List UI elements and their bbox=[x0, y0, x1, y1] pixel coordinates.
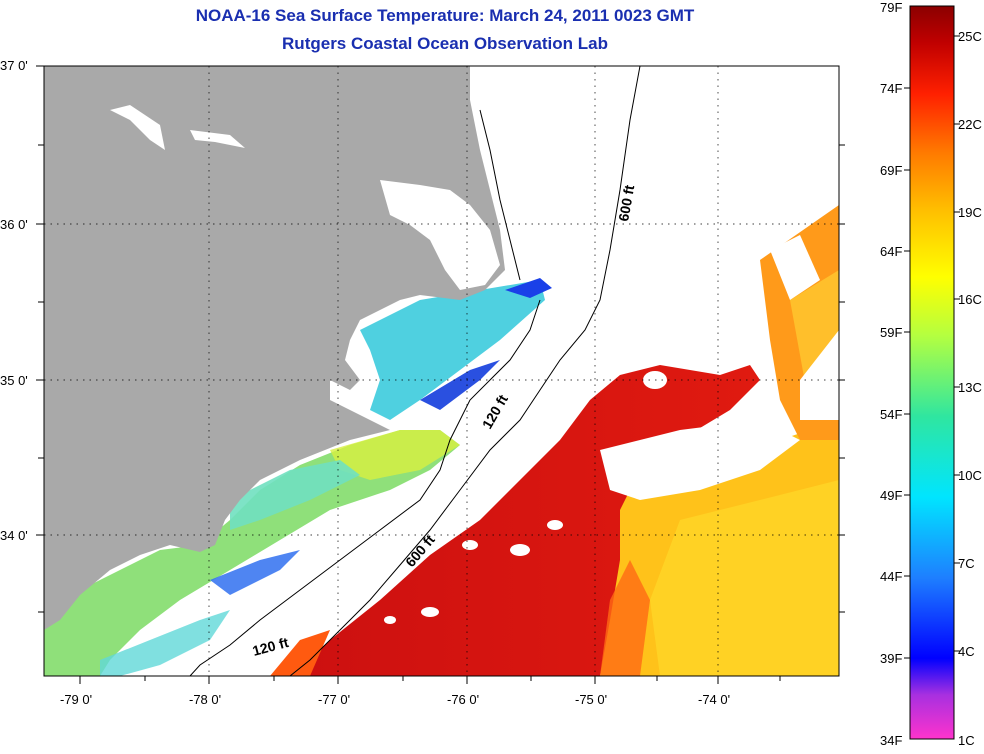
cb-c-16: 16C bbox=[958, 292, 982, 307]
pamlico-sound bbox=[380, 180, 500, 290]
lat-label-37: 37 0' bbox=[0, 58, 28, 73]
inland-water-2 bbox=[190, 130, 245, 148]
isobath-label-600-north: 600 ft bbox=[615, 183, 637, 222]
cb-c-22: 22C bbox=[958, 117, 982, 132]
nearshore-cyan-2 bbox=[230, 460, 360, 530]
cb-f-44: 44F bbox=[880, 569, 903, 584]
map-canvas bbox=[44, 66, 839, 676]
lon-label-78: -78 0' bbox=[189, 692, 222, 707]
lat-label-34: 34 0' bbox=[0, 528, 28, 543]
gulf-stream-edge-south bbox=[600, 560, 650, 676]
lon-label-79: -79 0' bbox=[60, 692, 93, 707]
cb-f-69: 69F bbox=[880, 163, 903, 178]
lon-label-74: -74 0' bbox=[698, 692, 731, 707]
map-frame bbox=[43, 65, 840, 677]
cb-f-34: 34F bbox=[880, 733, 903, 748]
lon-label-76: -76 0' bbox=[447, 692, 480, 707]
gulf-stream-edge bbox=[270, 630, 330, 676]
nearshore-cyan bbox=[360, 280, 545, 420]
map-subtitle: Rutgers Coastal Ocean Observation Lab bbox=[282, 34, 608, 53]
cb-f-79: 79F bbox=[880, 0, 903, 15]
lon-label-77: -77 0' bbox=[318, 692, 351, 707]
cb-c-25: 25C bbox=[958, 29, 982, 44]
inland-water bbox=[110, 105, 165, 150]
cb-c-13: 13C bbox=[958, 380, 982, 395]
graticule bbox=[44, 66, 839, 676]
shelf-water-green bbox=[44, 430, 460, 676]
cb-f-54: 54F bbox=[880, 407, 903, 422]
lat-label-36: 36 0' bbox=[0, 217, 28, 232]
cb-c-19: 19C bbox=[958, 205, 982, 220]
cb-c-4: 4C bbox=[958, 644, 975, 659]
cb-c-10: 10C bbox=[958, 468, 982, 483]
colorbar-gradient bbox=[909, 5, 955, 740]
lat-label-35: 35 0' bbox=[0, 373, 28, 388]
cb-f-74: 74F bbox=[880, 81, 903, 96]
cb-f-64: 64F bbox=[880, 244, 903, 259]
offshore-warm-yellow-2 bbox=[650, 480, 839, 676]
cb-c-7: 7C bbox=[958, 556, 975, 571]
cb-f-49: 49F bbox=[880, 488, 903, 503]
cold-blue-streak bbox=[420, 360, 500, 410]
cb-f-39: 39F bbox=[880, 651, 903, 666]
lon-label-75: -75 0' bbox=[575, 692, 608, 707]
shelf-water-yellow bbox=[330, 430, 460, 480]
axis-ticks bbox=[36, 65, 845, 684]
cloud-patches bbox=[384, 235, 839, 624]
cold-blue-offshore bbox=[505, 278, 552, 298]
colorbar-ticks bbox=[904, 35, 960, 659]
cb-c-1: 1C bbox=[958, 733, 975, 748]
cold-blue-streak-2 bbox=[210, 550, 300, 595]
cb-f-59: 59F bbox=[880, 325, 903, 340]
isobath-contours bbox=[189, 66, 641, 676]
southern-shelf-cyan bbox=[100, 610, 230, 676]
map-title: NOAA-16 Sea Surface Temperature: March 2… bbox=[195, 6, 695, 25]
